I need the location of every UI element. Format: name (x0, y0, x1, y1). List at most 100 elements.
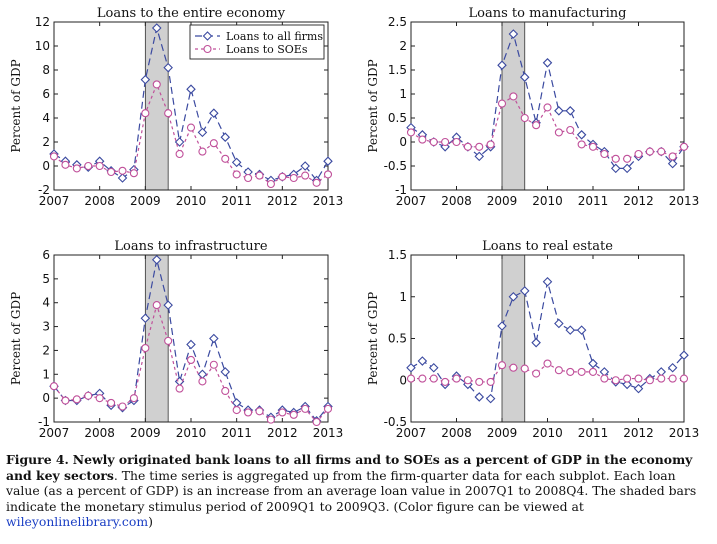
data-point-soes (141, 109, 150, 118)
y-tick-label: 5 (42, 272, 50, 286)
data-point-all-firms (209, 333, 219, 344)
data-point-soes (221, 154, 230, 163)
series-line-all-firms (410, 31, 685, 169)
x-tick-label: 2012 (623, 194, 654, 208)
data-point-all-firms (508, 29, 519, 39)
data-point-soes (266, 179, 275, 189)
data-point-soes (577, 140, 586, 149)
data-point-all-firms (485, 393, 496, 404)
data-point-soes (289, 173, 298, 183)
data-point-soes (577, 367, 586, 376)
y-tick-label: 1.5 (388, 248, 407, 262)
legend-label: Loans to SOEs (226, 43, 308, 56)
data-point-all-firms (197, 127, 208, 138)
x-tick-label: 2013 (313, 426, 344, 440)
data-point-soes (61, 160, 70, 169)
caption-figure-label: Figure 4. (6, 452, 69, 467)
data-point-soes (255, 171, 264, 180)
x-tick-label: 2007 (396, 426, 427, 440)
x-tick-label: 2009 (487, 426, 518, 440)
data-point-soes (463, 142, 472, 151)
y-tick-label: 1 (42, 367, 50, 381)
y-tick-label: -1 (395, 183, 407, 197)
legend-diamond-marker (202, 31, 213, 41)
data-point-all-firms (186, 84, 196, 94)
caption-body-text: . The time series is aggregated up from … (6, 467, 697, 514)
caption-bold-text: Newly originated bank loans to all firms… (6, 452, 693, 483)
data-point-soes (566, 367, 575, 376)
data-point-soes (152, 301, 161, 310)
y-tick-label: 12 (35, 15, 50, 29)
data-point-all-firms (323, 156, 333, 166)
data-point-all-firms (531, 337, 541, 348)
data-point-all-firms (474, 151, 485, 162)
caption-closing-text: ) (148, 514, 153, 530)
data-point-all-firms (406, 362, 416, 373)
x-tick-label: 2010 (176, 426, 207, 440)
data-point-soes (244, 173, 253, 183)
data-point-soes (463, 376, 472, 385)
data-point-soes (475, 142, 484, 151)
data-point-soes (668, 374, 677, 383)
x-tick-label: 2008 (84, 194, 115, 208)
x-tick-label: 2011 (578, 194, 609, 208)
y-tick-label: 6 (42, 248, 50, 262)
data-point-all-firms (576, 325, 587, 335)
data-point-all-firms (565, 106, 576, 116)
y-tick-label: 2 (42, 135, 50, 149)
data-point-all-firms (220, 367, 231, 377)
y-tick-label: 0 (399, 373, 407, 387)
plot-title: Loans to manufacturing (469, 6, 627, 21)
data-point-soes (600, 374, 609, 383)
data-point-soes (186, 123, 196, 132)
data-point-soes (657, 147, 666, 156)
data-point-soes (312, 178, 321, 187)
data-point-soes (209, 360, 218, 369)
data-point-all-firms (497, 60, 507, 70)
data-point-soes (588, 142, 598, 151)
legend-box (189, 24, 325, 60)
data-point-all-firms (519, 286, 530, 296)
data-point-soes (301, 171, 310, 180)
data-point-soes (175, 384, 184, 393)
data-point-all-firms (140, 74, 151, 85)
data-point-soes (72, 164, 81, 173)
data-point-soes (634, 149, 643, 159)
data-point-soes (164, 109, 173, 118)
data-point-all-firms (508, 291, 519, 302)
data-point-soes (532, 369, 541, 378)
subplot-1: -2 0 2 4 6 8 10 12 2007 2008 2009 2010 2011 2012 2013 L… (9, 6, 343, 208)
data-point-soes (72, 395, 81, 404)
data-point-soes (520, 364, 529, 373)
y-tick-label: 1 (399, 290, 407, 304)
data-point-all-firms (174, 137, 185, 147)
plot-title: Loans to real estate (482, 239, 613, 254)
data-point-all-firms (667, 158, 678, 169)
plot-title: Loans to the entire economy (97, 6, 286, 21)
data-point-soes (95, 394, 104, 403)
x-tick-label: 2009 (487, 194, 518, 208)
data-point-soes (452, 137, 461, 147)
data-point-all-firms (633, 383, 644, 394)
data-point-soes (509, 92, 518, 101)
subplot-3: -1 0 1 2 3 4 5 6 2007 2008 2009 2010 2011 2012 2013 Loa… (9, 239, 343, 440)
y-tick-label: 0 (42, 159, 50, 173)
data-point-soes (323, 170, 333, 179)
x-tick-label: 2011 (221, 426, 252, 440)
data-point-all-firms (588, 358, 598, 369)
data-point-soes (623, 374, 632, 383)
data-point-soes (486, 140, 495, 149)
data-point-soes (600, 149, 609, 159)
data-point-soes (406, 128, 416, 137)
x-tick-label: 2008 (441, 426, 472, 440)
data-point-soes (198, 147, 207, 156)
x-tick-label: 2009 (130, 194, 161, 208)
y-tick-label: 2 (399, 39, 407, 53)
data-point-soes (84, 391, 93, 400)
y-tick-label: 1 (399, 87, 407, 101)
data-point-all-firms (542, 276, 553, 287)
caption-link[interactable]: wileyonlinelibrary.com (6, 514, 149, 530)
data-point-soes (668, 152, 677, 161)
data-point-soes (141, 343, 150, 353)
y-tick-label: 4 (42, 296, 50, 310)
